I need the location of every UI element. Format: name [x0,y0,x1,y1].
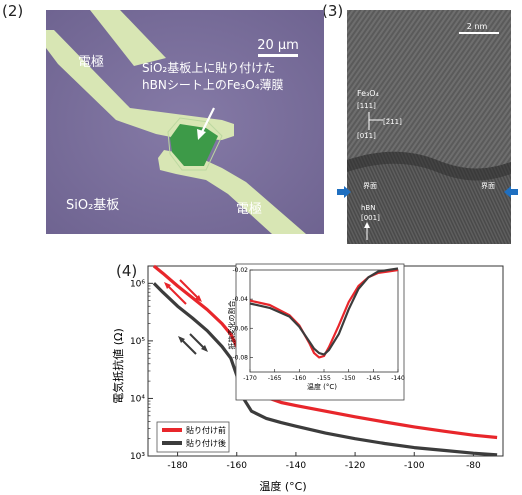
y-tick-label: 10⁶ [130,279,145,289]
inset-x-tick-label: -150 [342,375,356,382]
main-x-axis-label: 温度 (°C) [259,479,306,493]
tem-scalebar-label: 2 nm [467,22,488,31]
interface-arrow-left-icon [337,186,351,198]
main-y-axis-label: 電気抵抗値 (Ω) [111,328,125,404]
tem-interface-label-left: 界面 [363,182,377,190]
tem-interface-band [347,151,511,181]
inset-x-tick-label: -155 [317,375,331,382]
inset-x-tick-label: -140 [391,375,405,382]
sweep-arrowhead-before-back-icon [164,282,171,289]
sweep-arrow-before-back-icon [165,283,187,305]
inset-plot-area: -170 -165 -160 -155 -150 -145 -140 -0.02 -0.04 -0… [232,263,405,401]
sweep-arrowhead-after-back-icon [178,336,185,343]
tem-hbn-label: hBN [361,204,375,212]
electrode-top-arm [90,10,166,66]
x-tick-label: -160 [227,461,248,471]
x-tick-label: -140 [286,461,307,471]
electrode-top-label: 電極 [78,54,104,70]
electrode-bottom-shape [158,150,306,234]
legend-label-after: 貼り付け後 [186,438,226,448]
panel-label-4: (4) [116,262,138,280]
inset-y-axis-label: 抵抗変化の割合 [227,301,236,350]
legend-label-before: 貼り付け前 [186,425,226,435]
substrate-label: SiO₂基板 [66,198,119,213]
inset-y-tick-label: -0.08 [232,354,248,361]
inset-y-tick-label: -0.06 [232,325,248,332]
inset-y-tick-label: -0.02 [232,267,248,274]
tem-image: 2 nm Fe₃O₄ [111] [2̄11] [01̄1] 界面 界面 hBN… [347,10,511,244]
inset-x-tick-label: -160 [293,375,307,382]
y-tick-label: 10⁴ [130,394,145,404]
resistance-chart: -180 -160 -140 -120 -100 -80 10³ 10⁴ 10⁵ 10⁶ -170… [111,263,504,493]
inset-box [235,263,405,401]
sweep-arrowhead-before-icon [195,295,202,302]
inset-x-tick-label: -145 [367,375,381,382]
tem-dir-011: [01̄1] [357,132,376,140]
electrode-bottom-label: 電極 [236,201,262,217]
sweep-arrow-before-icon [179,279,201,301]
tem-dir-211: [2̄11] [383,118,402,126]
micro-scalebar [258,54,298,57]
film-caption-line1: SiO₂基板上に貼り付けた [142,60,275,75]
panel-label-3: (3) [322,2,344,20]
film-pointer-arrow [200,107,215,135]
inset-x-tick-label: -165 [268,375,282,382]
inset-x-axis-label: 温度 (°C) [307,382,337,391]
optical-micrograph: 20 μm 電極 SiO₂基板上に貼り付けた hBNシート上のFe₃O₄薄膜 S… [46,10,324,234]
series-line-after [152,282,498,457]
y-tick-label: 10⁵ [130,337,145,347]
micro-scalebar-label: 20 μm [257,38,299,53]
x-tick-label: -120 [345,461,366,471]
inset-series-after [249,267,399,356]
x-tick-label: -80 [466,461,481,471]
tem-scalebar [459,32,499,34]
panel-label-2: (2) [2,2,24,20]
sweep-arrowhead-after-icon [201,345,208,352]
film-caption-line2: hBNシート上のFe₃O₄薄膜 [142,77,284,92]
x-tick-label: -180 [167,461,188,471]
tem-dir-111: [111] [357,102,376,110]
x-tick-label: -100 [404,461,425,471]
inset-x-tick-label: -170 [243,375,257,382]
tem-interface-label-right: 界面 [481,182,495,190]
tem-fe3o4-label: Fe₃O₄ [357,89,379,98]
chart-legend: 貼り付け前 貼り付け後 [156,421,230,453]
inset-y-tick-label: -0.04 [232,296,248,303]
tem-hbn-dir: [001] [361,214,380,222]
hbn-sheet-outline [167,117,223,171]
interface-arrow-right-icon [504,186,518,198]
fe3o4-film [170,124,218,166]
y-tick-label: 10³ [130,452,145,462]
